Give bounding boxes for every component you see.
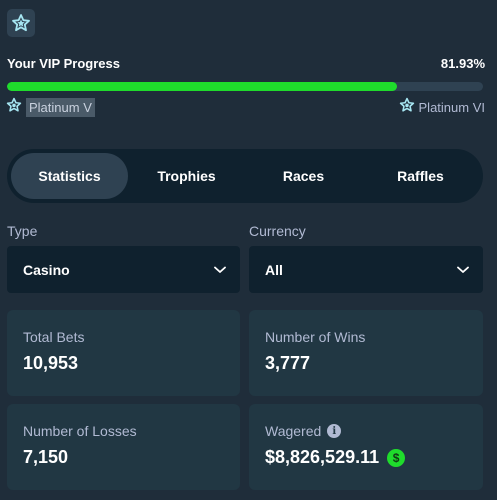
tab-raffles[interactable]: Raffles xyxy=(397,168,444,184)
total-bets-value: 10,953 xyxy=(23,353,79,373)
vip-progress-fill xyxy=(7,82,397,91)
vip-progress-title: Your VIP Progress xyxy=(7,56,120,71)
star-outline-icon xyxy=(6,97,22,118)
total-bets-card: Total Bets 10,953 xyxy=(7,310,240,396)
wagered-card: Wagered i $8,826,529.11 $ xyxy=(249,404,483,490)
wagered-label: Wagered xyxy=(265,423,322,439)
type-select[interactable]: Casino xyxy=(7,246,240,293)
tab-races[interactable]: Races xyxy=(282,168,325,184)
vip-progress-bar xyxy=(7,82,483,91)
wagered-label-row: Wagered i xyxy=(265,423,342,439)
dollar-icon: $ xyxy=(387,448,406,467)
type-label: Type xyxy=(7,223,38,239)
total-bets-label: Total Bets xyxy=(23,329,85,345)
wins-card: Number of Wins 3,777 xyxy=(249,310,483,396)
currency-select[interactable]: All xyxy=(249,246,483,293)
type-select-value: Casino xyxy=(23,261,70,278)
currency-label: Currency xyxy=(249,223,306,239)
wins-label: Number of Wins xyxy=(265,329,366,345)
next-tier-label: Platinum VI xyxy=(418,100,485,115)
current-tier-label: Platinum V xyxy=(26,98,95,117)
tab-bar: Statistics Trophies Races Raffles xyxy=(7,149,483,203)
losses-value: 7,150 xyxy=(23,447,69,467)
chevron-down-icon xyxy=(214,261,226,279)
star-outline-icon xyxy=(399,97,415,118)
losses-label: Number of Losses xyxy=(23,423,137,439)
current-tier: Platinum V xyxy=(6,97,95,118)
vip-progress-percent: 81.93% xyxy=(440,56,485,71)
wagered-value: $8,826,529.11 xyxy=(265,447,380,467)
info-icon[interactable]: i xyxy=(327,424,342,438)
star-badge-icon xyxy=(7,9,35,37)
chevron-down-icon xyxy=(457,261,469,279)
losses-card: Number of Losses 7,150 xyxy=(7,404,240,490)
tab-statistics[interactable]: Statistics xyxy=(11,153,128,199)
tab-trophies[interactable]: Trophies xyxy=(157,168,216,184)
currency-select-value: All xyxy=(265,261,283,278)
wagered-value-row: $8,826,529.11 $ xyxy=(265,447,406,468)
wins-value: 3,777 xyxy=(265,353,311,373)
next-tier: Platinum VI xyxy=(399,97,485,118)
